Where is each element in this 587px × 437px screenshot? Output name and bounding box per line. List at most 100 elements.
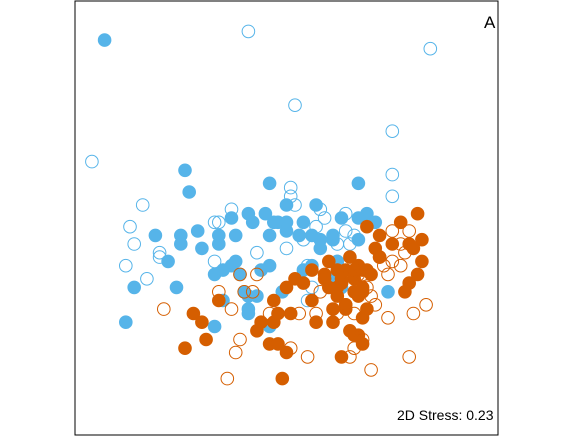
data-point-orange-filled [305,263,319,277]
data-point-orange-filled [267,293,281,308]
data-point-orange-open [220,371,235,386]
data-point-orange-filled [305,293,319,308]
data-point-blue-open [152,245,167,260]
data-point-orange-filled [326,315,340,330]
data-point-blue-filled [241,206,256,221]
data-point-orange-open [368,298,383,312]
data-point-orange-filled [275,371,290,386]
data-point-blue-filled [351,176,366,191]
data-point-orange-open [355,267,370,282]
data-point-blue-filled [351,211,366,225]
data-point-orange-open [233,267,247,282]
data-point-blue-open [127,237,141,251]
data-point-blue-open [338,206,353,221]
data-point-blue-open [207,254,222,269]
data-point-orange-open [309,306,323,321]
data-point-blue-open [140,272,154,286]
data-point-blue-filled [119,315,133,330]
data-point-orange-open [245,285,260,299]
data-point-orange-open [381,267,395,282]
data-point-blue-filled [241,306,256,321]
data-point-orange-filled [334,272,349,286]
data-point-blue-filled [178,163,192,178]
data-point-orange-open [398,245,412,260]
data-point-orange-filled [410,206,425,221]
data-point-orange-open [364,289,378,303]
data-point-blue-filled [262,258,277,273]
data-point-blue-filled [216,263,230,277]
data-point-orange-open [402,350,417,364]
data-point-orange-filled [406,241,421,256]
data-point-blue-filled [262,176,277,191]
data-point-blue-open [283,180,298,195]
data-point-blue-filled [305,228,319,243]
data-point-orange-open [355,332,370,347]
data-point-blue-filled [182,185,196,199]
data-point-blue-filled [127,280,141,295]
data-point-orange-filled [343,250,357,264]
data-point-blue-open [313,202,328,217]
data-point-orange-filled [195,315,209,330]
data-point-orange-open [212,285,226,299]
data-point-orange-open [300,350,315,364]
data-point-orange-filled [415,254,429,269]
data-point-orange-open [330,306,345,321]
data-point-orange-open [237,285,251,299]
data-point-blue-open [317,211,332,225]
data-point-orange-open [372,250,387,264]
data-point-orange-filled [288,272,302,286]
data-point-orange-open [262,306,277,321]
data-point-blue-open [123,219,137,234]
data-point-blue-open [309,219,323,234]
data-point-orange-open [313,285,328,299]
data-point-orange-open [351,267,366,282]
data-point-blue-open [207,215,222,230]
data-point-blue-filled [195,241,209,256]
data-point-blue-filled [97,33,112,47]
data-point-blue-open [288,198,302,212]
data-point-orange-open [393,258,408,273]
data-point-blue-filled [207,319,222,334]
data-point-blue-open [224,202,239,217]
data-point-blue-open [347,228,362,243]
data-point-orange-filled [355,337,370,351]
data-point-blue-open [241,24,256,39]
data-point-blue-open [385,189,400,204]
data-point-blue-filled [381,285,395,299]
data-point-blue-filled [174,237,188,251]
data-point-orange-filled [343,324,357,338]
data-point-blue-open [250,245,264,260]
data-point-orange-open [228,345,243,360]
data-point-orange-open [385,254,400,269]
data-point-blue-filled [279,215,294,230]
data-point-orange-filled [393,215,408,230]
data-point-blue-filled [148,228,163,243]
data-point-orange-open [393,237,408,251]
data-point-orange-open [343,350,357,364]
data-point-orange-filled [355,311,370,325]
data-point-blue-open [152,250,167,264]
data-point-blue-filled [169,280,184,295]
data-point-orange-filled [410,267,425,282]
data-point-blue-open [283,189,298,204]
data-point-orange-filled [271,337,285,351]
data-point-orange-open [381,311,395,325]
data-point-blue-open [288,98,302,112]
data-point-blue-filled [161,254,175,269]
data-point-orange-open [334,276,349,290]
panel-label: A [484,13,496,32]
data-point-blue-open [338,224,353,238]
data-point-orange-filled [186,306,201,321]
data-point-blue-filled [190,224,205,238]
data-point-blue-filled [228,228,243,243]
data-point-blue-open [85,154,99,169]
data-point-orange-open [364,363,378,377]
data-point-orange-filled [398,285,412,299]
data-point-blue-open [135,198,150,212]
data-point-orange-filled [178,341,192,356]
data-point-orange-open [292,306,307,321]
data-point-orange-filled [322,254,336,269]
data-point-orange-open [402,224,417,238]
data-point-orange-open [347,341,362,356]
